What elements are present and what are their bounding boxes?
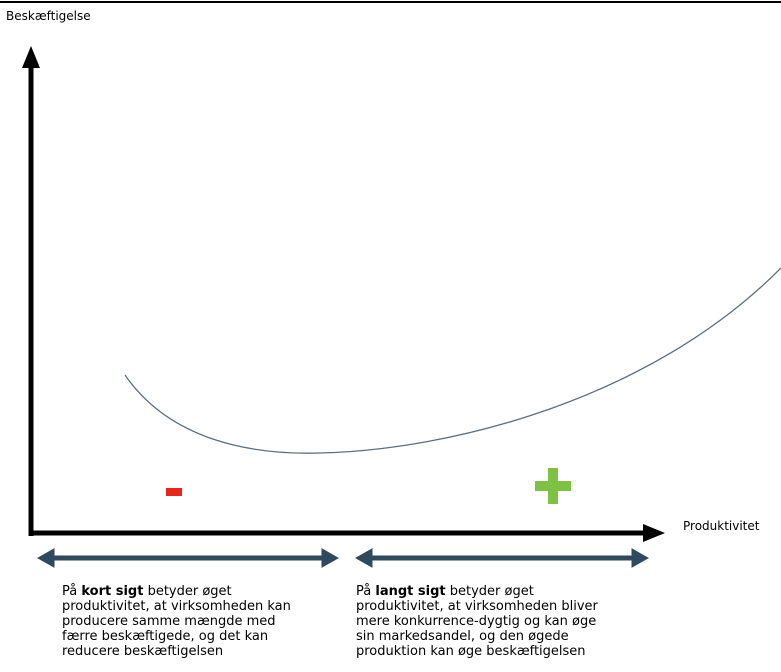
note-line: På kort sigt betyder øget <box>62 584 291 599</box>
note-line: producere samme mængde med <box>62 614 276 629</box>
minus-sign <box>166 488 182 496</box>
curve <box>124 267 781 454</box>
note-line: sin markedsandel, og den øgede <box>356 629 569 644</box>
note-line: færre beskæftigede, og det kan <box>62 629 269 644</box>
note-line: På langt sigt betyder øget <box>356 584 598 599</box>
y-axis-label: Beskæftigelse <box>6 9 91 23</box>
note-line: mere konkurrence-dygtig og kan øge <box>356 614 597 629</box>
note-emphasis: kort sigt <box>81 584 144 599</box>
note-text: betyder øget <box>445 584 534 599</box>
y-axis-arrow <box>22 46 40 68</box>
x-axis-arrow <box>643 524 665 542</box>
note-line: produktivitet, at virksomheden bliver <box>356 599 598 614</box>
note-lead: På <box>62 584 82 599</box>
right-range-arrow <box>354 548 650 568</box>
x-axis-label: Produktivitet <box>683 519 760 533</box>
note: På kort sigt betyder øget produktivitet, … <box>62 584 291 659</box>
note-emphasis: langt sigt <box>375 584 446 599</box>
note-line: produktivitet, at virksomheden kan <box>62 599 291 614</box>
note: På langt sigt betyder øget produktivitet,… <box>356 584 598 659</box>
note-lead: På <box>356 584 376 599</box>
plus-sign <box>548 468 558 504</box>
note-text: betyder øget <box>143 584 232 599</box>
note-line: reducere beskæftigelsen <box>62 644 224 659</box>
note-line: produktion kan øge beskæftigelsen <box>356 644 586 659</box>
left-range-arrow <box>36 548 340 568</box>
